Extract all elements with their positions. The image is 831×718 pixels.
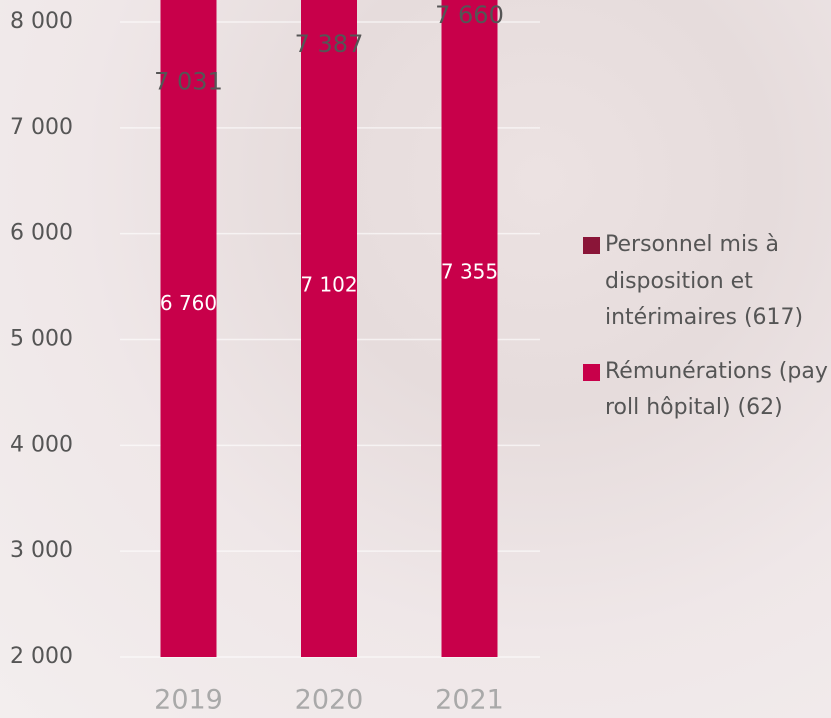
bar-segment [161,0,217,657]
bar-segment [301,0,357,657]
legend-label: Rémunérations (pay roll hôpital) (62) [605,354,831,427]
value-label: 6 760 [160,291,217,315]
total-label: 7 031 [154,68,223,96]
y-tick-label: 4 000 [10,432,73,457]
y-tick-label: 2 000 [10,644,73,669]
value-label: 7 102 [300,273,357,297]
y-tick-label: 5 000 [10,327,73,352]
y-tick-label: 8 000 [10,9,73,34]
legend-swatch [583,364,600,381]
page: 2 000 3 000 4 000 5 000 6 000 7 000 8 000 6 760… [0,0,831,718]
y-tick-label: 3 000 [10,538,73,563]
x-tick-label: 2019 [154,685,223,716]
y-tick-label: 7 000 [10,115,73,140]
value-label: 7 355 [441,259,498,283]
legend: Personnel mis à disposition et intérimai… [583,227,831,444]
bar-segment [442,0,498,657]
legend-swatch [583,237,600,254]
total-label: 7 387 [295,30,364,58]
legend-item: Rémunérations (pay roll hôpital) (62) [583,354,831,427]
x-tick-label: 2021 [435,685,504,716]
total-label: 7 660 [435,1,504,29]
legend-item: Personnel mis à disposition et intérimai… [583,227,831,337]
y-tick-label: 6 000 [10,221,73,246]
x-tick-label: 2020 [295,685,364,716]
legend-label: Personnel mis à disposition et intérimai… [605,227,831,337]
